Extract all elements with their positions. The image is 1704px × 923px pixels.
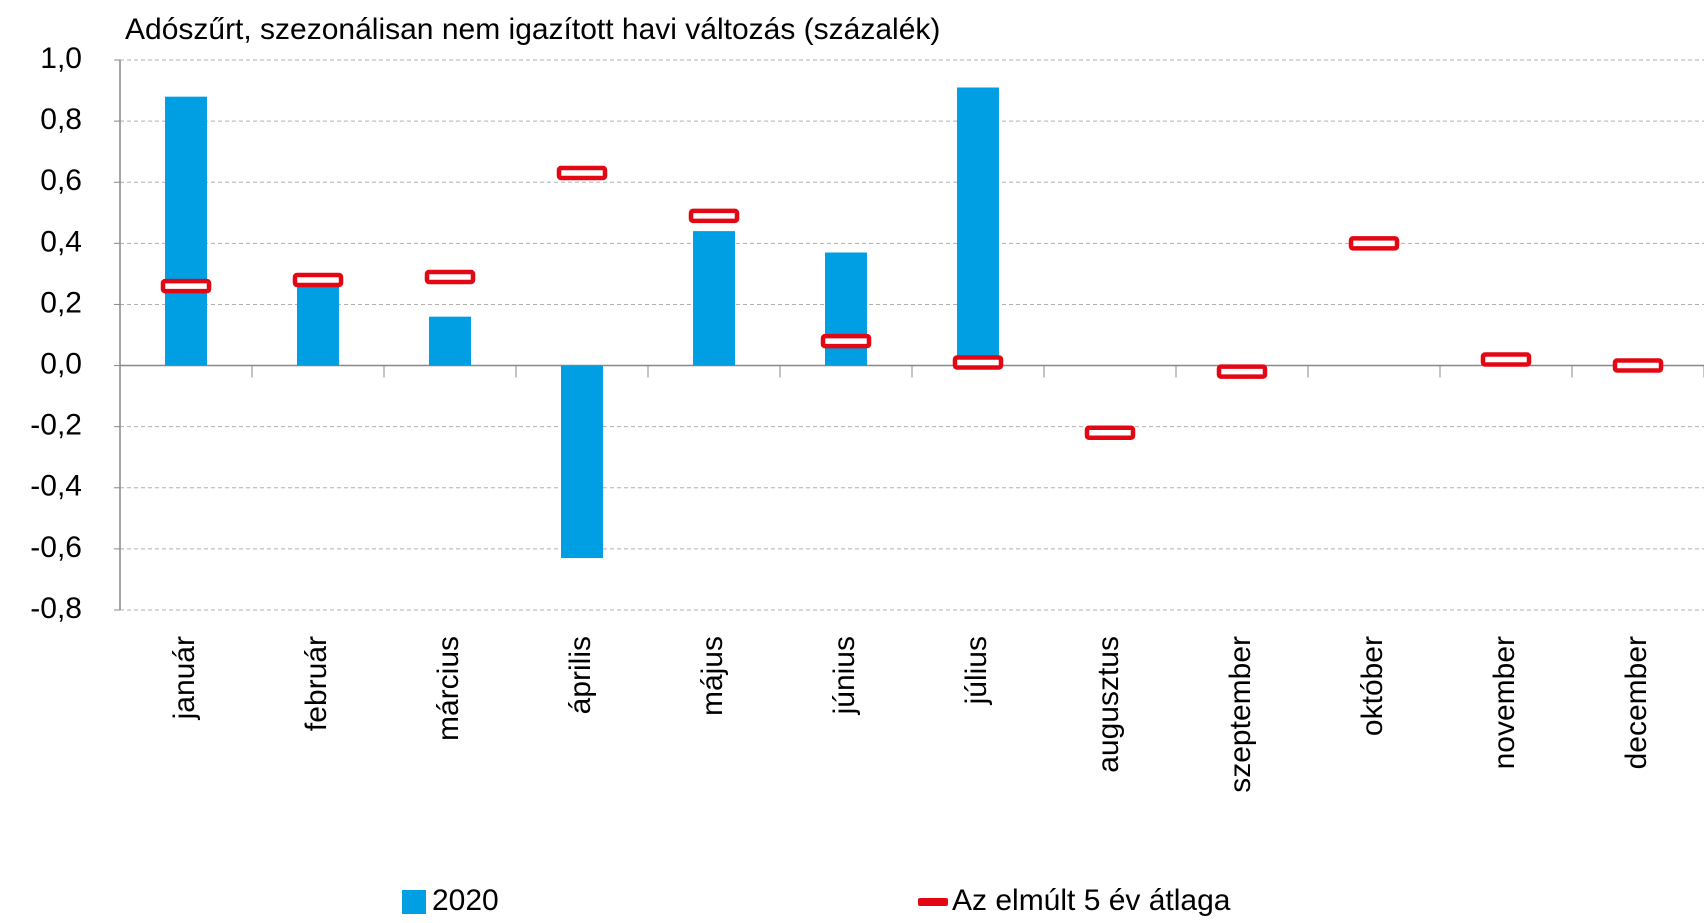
bar — [297, 283, 339, 366]
legend-swatch — [918, 898, 948, 906]
marker — [556, 165, 608, 181]
x-tick-label: október — [1356, 636, 1389, 736]
marker — [1348, 236, 1400, 251]
marker — [1084, 425, 1136, 441]
y-tick-label: 0,6 — [40, 164, 82, 197]
legend-swatch — [402, 890, 426, 914]
y-tick-label: -0,6 — [30, 531, 82, 564]
marker — [1216, 364, 1268, 379]
x-tick-label: augusztus — [1092, 636, 1125, 773]
marker — [820, 333, 872, 349]
y-tick-label: 0,2 — [40, 286, 82, 319]
x-tick-label: december — [1620, 636, 1653, 769]
bar — [429, 316, 471, 366]
y-tick-label: -0,4 — [30, 470, 82, 503]
y-tick-label: 1,0 — [40, 42, 82, 75]
x-tick-label: május — [696, 636, 729, 716]
x-tick-label: július — [960, 636, 993, 705]
marker — [952, 355, 1004, 370]
bar — [561, 365, 603, 559]
marker — [292, 272, 344, 288]
x-tick-label: június — [828, 636, 861, 715]
marker — [1480, 352, 1532, 367]
bar — [693, 231, 735, 366]
marker — [160, 278, 212, 294]
chart-title: Adószűrt, szezonálisan nem igazított hav… — [125, 13, 940, 46]
bar — [165, 96, 207, 366]
y-tick-label: 0,4 — [40, 225, 82, 258]
y-tick-label: -0,8 — [30, 592, 82, 625]
x-tick-label: március — [432, 636, 465, 741]
marker — [424, 269, 476, 285]
y-tick-label: 0,8 — [40, 103, 82, 136]
bar — [825, 252, 867, 366]
legend-label: Az elmúlt 5 év átlaga — [952, 884, 1231, 917]
x-tick-label: február — [300, 636, 333, 731]
legend-label: 2020 — [432, 884, 499, 917]
bar — [957, 87, 999, 366]
marker — [688, 208, 740, 224]
x-tick-label: április — [564, 636, 597, 714]
x-tick-label: szeptember — [1224, 636, 1257, 793]
marker — [1612, 358, 1664, 373]
x-tick-label: január — [168, 636, 201, 720]
x-tick-label: november — [1488, 636, 1521, 769]
y-tick-label: -0,2 — [30, 409, 82, 442]
y-tick-label: 0,0 — [40, 347, 82, 380]
